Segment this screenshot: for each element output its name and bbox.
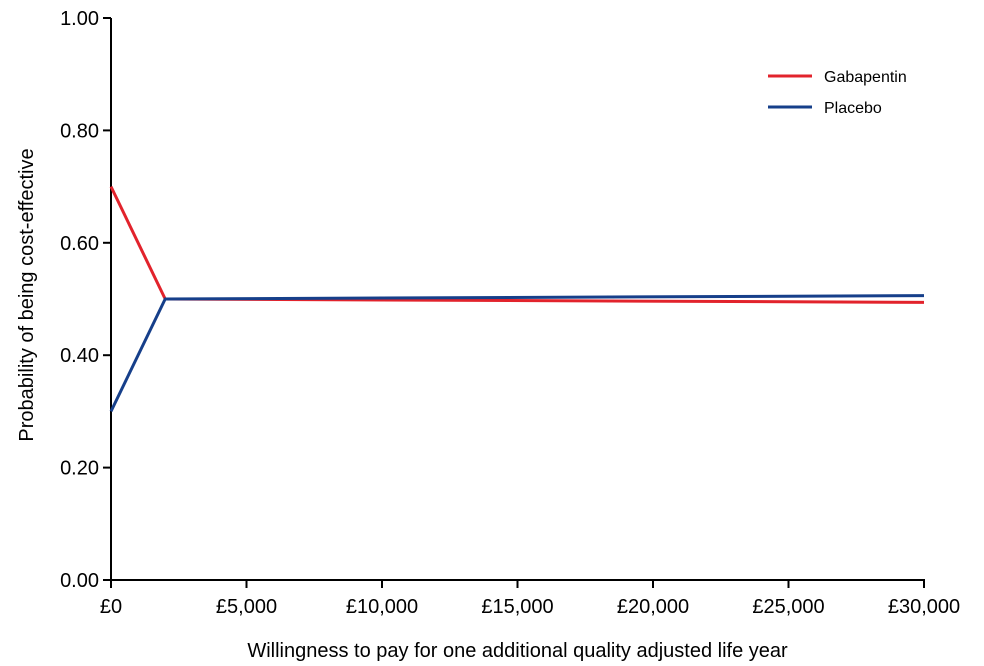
y-axis-ticks: 0.00 0.20 0.40 0.60 0.80 1.00: [60, 8, 111, 592]
y-tick-label: 0.20: [60, 458, 99, 480]
y-axis-title: Probability of being cost-effective: [16, 148, 38, 441]
x-tick-label: £10,000: [346, 596, 418, 618]
series-lines: [109, 185, 925, 413]
y-tick-label: 0.40: [60, 345, 99, 367]
y-tick-label: 0.80: [60, 120, 99, 142]
y-tick-label: 0.00: [60, 570, 99, 592]
x-tick-label: £15,000: [481, 596, 553, 618]
x-tick-label: £30,000: [888, 596, 960, 618]
series-line-placebo: [109, 294, 925, 413]
x-tick-label: £0: [100, 596, 122, 618]
y-tick-label: 1.00: [60, 8, 99, 30]
series-line-gabapentin: [109, 185, 925, 304]
x-axis-ticks: £0 £5,000 £10,000 £15,000 £20,000 £25,000 £30,…: [100, 580, 960, 618]
legend: Gabapentin Placebo: [768, 69, 907, 117]
legend-label-placebo: Placebo: [824, 100, 882, 117]
x-tick-label: £5,000: [216, 596, 277, 618]
legend-label-gabapentin: Gabapentin: [824, 69, 907, 86]
y-tick-label: 0.60: [60, 233, 99, 255]
x-tick-label: £25,000: [752, 596, 824, 618]
x-tick-label: £20,000: [617, 596, 689, 618]
x-axis-title: Willingness to pay for one additional qu…: [247, 640, 788, 662]
